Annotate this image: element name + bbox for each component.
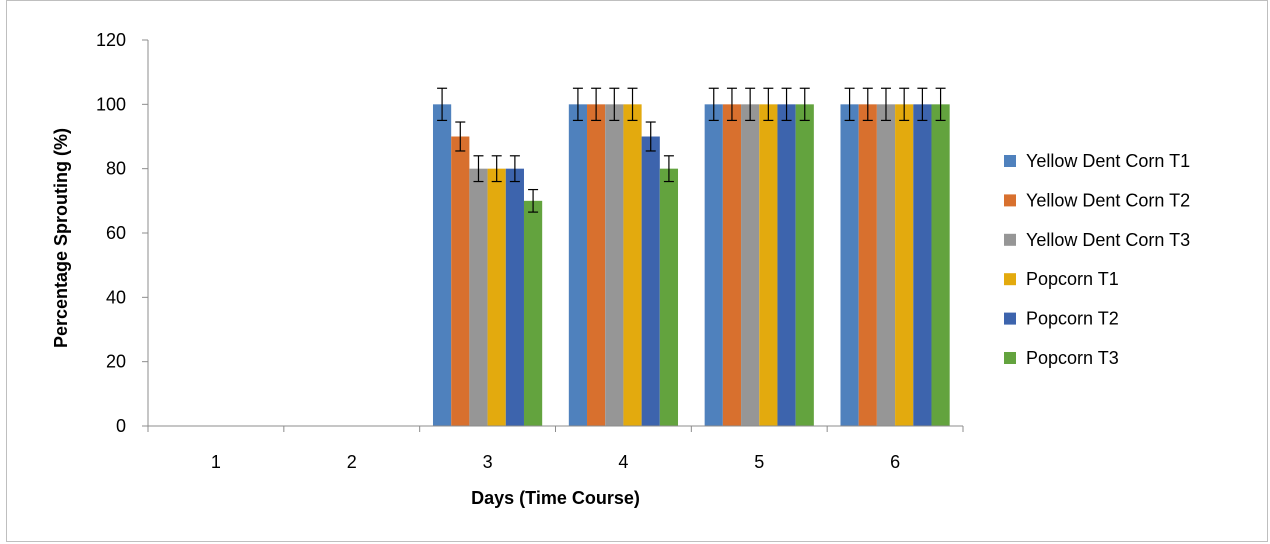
y-tick-label: 0 [116, 416, 126, 436]
bar [641, 136, 660, 426]
legend-swatch [1004, 273, 1016, 286]
y-tick-label: 120 [96, 30, 126, 50]
y-tick-label: 80 [106, 159, 126, 179]
bar [487, 168, 506, 426]
bar [469, 168, 488, 426]
legend-swatch [1004, 352, 1016, 364]
bar [505, 168, 524, 426]
bar [568, 104, 588, 426]
y-tick-label: 60 [106, 223, 126, 243]
legend-label: Yellow Dent Corn T1 [1026, 151, 1190, 171]
bar [777, 104, 796, 426]
y-tick-label: 100 [96, 94, 126, 114]
x-tick-label: 3 [483, 452, 493, 472]
legend-swatch [1004, 312, 1016, 325]
bar [704, 104, 723, 426]
y-tick-label: 20 [106, 352, 126, 372]
bar [858, 104, 877, 426]
legend-swatch [1004, 233, 1016, 246]
bar [623, 104, 642, 426]
bar [895, 104, 914, 426]
bar [876, 104, 896, 426]
bar [587, 104, 606, 426]
bar [913, 104, 932, 426]
legend-label: Yellow Dent Corn T2 [1026, 190, 1190, 210]
bar [759, 104, 778, 426]
legend-swatch [1004, 155, 1016, 167]
legend-label: Popcorn T1 [1026, 269, 1119, 289]
y-tick-label: 40 [106, 287, 126, 307]
legend-swatch [1004, 194, 1016, 207]
x-tick-label: 6 [890, 452, 900, 472]
x-tick-label: 4 [618, 452, 628, 472]
bar [659, 168, 679, 426]
bar [931, 104, 950, 426]
bar [605, 104, 624, 426]
x-tick-label: 2 [347, 452, 357, 472]
x-tick-label: 1 [211, 452, 221, 472]
legend-label: Popcorn T3 [1026, 348, 1119, 368]
bar [523, 200, 543, 426]
y-axis-title: Percentage Sprouting (%) [51, 128, 71, 348]
bar [840, 104, 859, 426]
x-axis-title: Days (Time Course) [471, 488, 640, 508]
bar [795, 104, 814, 426]
legend-label: Popcorn T2 [1026, 309, 1119, 329]
x-tick-label: 5 [754, 452, 764, 472]
bar [741, 104, 760, 426]
bar [722, 104, 742, 426]
bar [432, 104, 452, 426]
bar [451, 136, 470, 426]
legend-label: Yellow Dent Corn T3 [1026, 230, 1190, 250]
